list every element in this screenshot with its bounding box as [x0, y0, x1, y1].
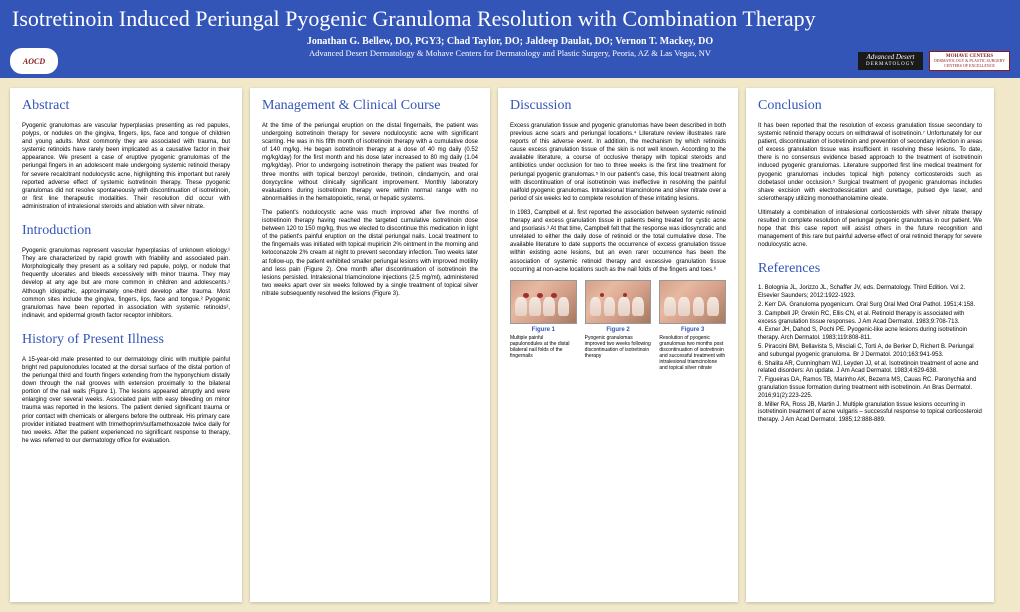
discussion-body-1: Excess granulation tissue and pyogenic g… [510, 122, 726, 203]
poster-authors: Jonathan G. Bellew, DO, PGY3; Chad Taylo… [10, 36, 1010, 47]
right-logos: Advanced Desert DERMATOLOGY MOHAVE CENTE… [858, 51, 1010, 71]
conclusion-body-2: Ultimately a combination of intralesiona… [758, 209, 982, 249]
mgmt-title: Management & Clinical Course [262, 98, 478, 114]
intro-body: Pyogenic granulomas represent vascular h… [22, 247, 230, 320]
header-logos: AOCD Advanced Desert DERMATOLOGY MOHAVE … [10, 48, 1010, 74]
poster-header: Isotretinoin Induced Periungal Pyogenic … [0, 0, 1020, 78]
reference-item: 4. Exner JH, Dahod S, Pochi PE. Pyogenic… [758, 327, 982, 343]
discussion-body-2: In 1983, Campbell et al. first reported … [510, 209, 726, 274]
figures-row: Figure 1 Multiple painful papulonodules … [510, 280, 726, 371]
figure-3-label: Figure 3 [659, 327, 726, 333]
figure-1-image [510, 280, 577, 324]
column-4: Conclusion It has been reported that the… [746, 88, 994, 602]
reference-item: 6. Shalita AR, Cunningham WJ, Leyden JJ,… [758, 361, 982, 377]
history-body: A 15-year-old male presented to our derm… [22, 356, 230, 445]
references-title: References [758, 261, 982, 277]
column-2: Management & Clinical Course At the time… [250, 88, 490, 602]
reference-item: 3. Campbell JP, Grekin RC, Ellis CN, et … [758, 311, 982, 327]
aocd-logo: AOCD [10, 48, 58, 74]
advanced-desert-logo: Advanced Desert DERMATOLOGY [858, 52, 923, 69]
figure-1-caption: Multiple painful papulonodules at the di… [510, 335, 577, 359]
figure-2-caption: Pyogenic granulomas improved two weeks f… [585, 335, 652, 359]
figure-3-block: Figure 3 Resolution of pyogenic granulom… [659, 280, 726, 371]
figure-2-block: Figure 2 Pyogenic granulomas improved tw… [585, 280, 652, 371]
figure-1-block: Figure 1 Multiple painful papulonodules … [510, 280, 577, 371]
reference-item: 1. Bolognia JL, Jorizzo JL, Schaffer JV,… [758, 285, 982, 301]
column-3: Discussion Excess granulation tissue and… [498, 88, 738, 602]
history-title: History of Present Illness [22, 332, 230, 348]
figure-3-caption: Resolution of pyogenic granulomas two mo… [659, 335, 726, 371]
conclusion-title: Conclusion [758, 98, 982, 114]
figure-2-image [585, 280, 652, 324]
discussion-title: Discussion [510, 98, 726, 114]
mgmt-body-2: The patient's nodulocystic acne was much… [262, 209, 478, 298]
reference-item: 8. Miller RA, Ross JB, Martin J. Multipl… [758, 402, 982, 425]
mohave-logo: MOHAVE CENTERS DERMATOLOGY & PLASTIC SUR… [929, 51, 1010, 71]
references-list: 1. Bolognia JL, Jorizzo JL, Schaffer JV,… [758, 285, 982, 425]
reference-item: 5. Piraccini BM, Bellavista S, Misciali … [758, 344, 982, 360]
figure-3-image [659, 280, 726, 324]
reference-item: 2. Kerr DA. Granuloma pyogenicum. Oral S… [758, 302, 982, 310]
poster-content: Abstract Pyogenic granulomas are vascula… [0, 78, 1020, 612]
intro-title: Introduction [22, 223, 230, 239]
reference-item: 7. Figueiras DA, Ramos TB, Marinho AK, B… [758, 377, 982, 400]
figure-1-label: Figure 1 [510, 327, 577, 333]
poster-title: Isotretinoin Induced Periungal Pyogenic … [10, 6, 1010, 32]
abstract-body: Pyogenic granulomas are vascular hyperpl… [22, 122, 230, 211]
figure-2-label: Figure 2 [585, 327, 652, 333]
mgmt-body-1: At the time of the periungal eruption on… [262, 122, 478, 203]
abstract-title: Abstract [22, 98, 230, 114]
column-1: Abstract Pyogenic granulomas are vascula… [10, 88, 242, 602]
conclusion-body-1: It has been reported that the resolution… [758, 122, 982, 203]
